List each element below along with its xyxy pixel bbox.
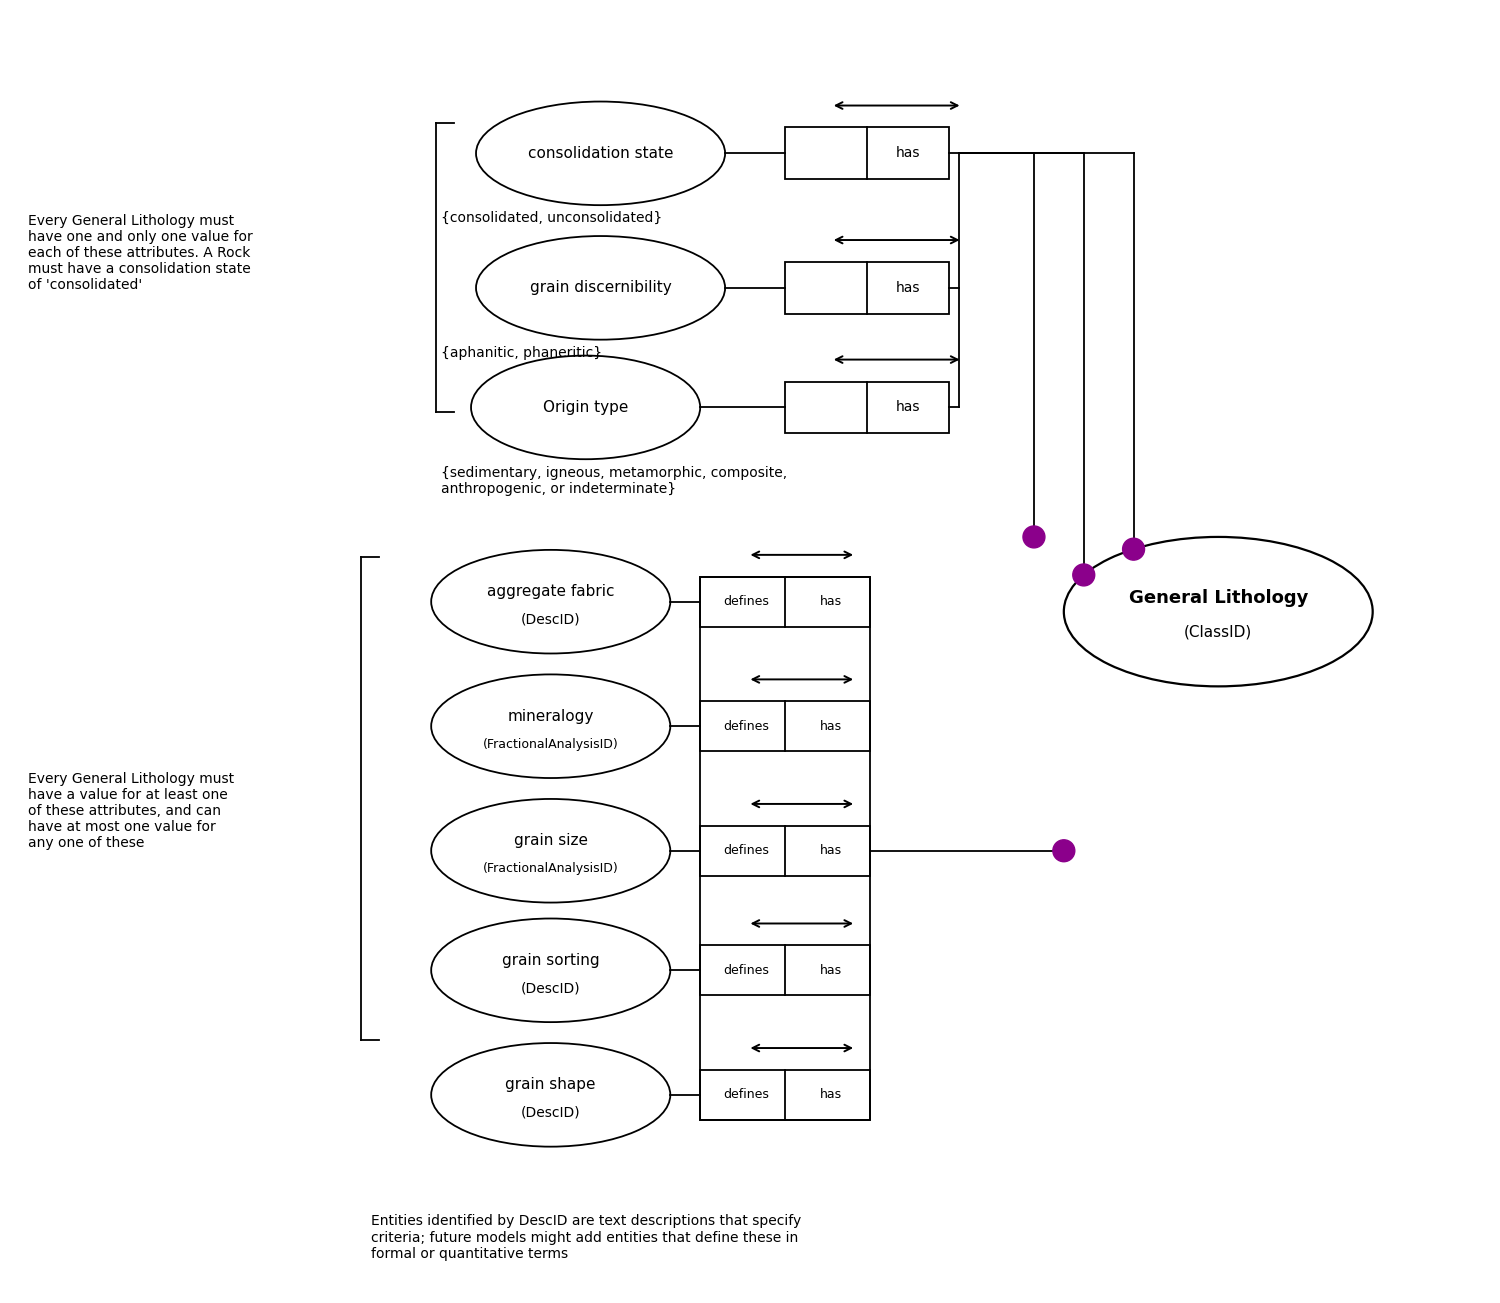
Bar: [700, 1070, 870, 1119]
Text: Entities identified by DescID are text descriptions that specify
criteria; futur: Entities identified by DescID are text d…: [372, 1214, 801, 1261]
Text: Every General Lithology must
have a value for at least one
of these attributes, : Every General Lithology must have a valu…: [27, 771, 234, 851]
Circle shape: [1122, 538, 1144, 560]
Text: General Lithology: General Lithology: [1128, 589, 1308, 607]
Circle shape: [1023, 526, 1046, 547]
Text: has: has: [819, 595, 842, 609]
Text: has: has: [896, 400, 921, 414]
Circle shape: [1072, 564, 1095, 586]
Text: has: has: [896, 281, 921, 294]
Bar: [784, 128, 950, 180]
Text: grain shape: grain shape: [506, 1078, 596, 1092]
Text: grain size: grain size: [513, 834, 588, 848]
Text: defines: defines: [723, 844, 770, 857]
Text: Every General Lithology must
have one and only one value for
each of these attri: Every General Lithology must have one an…: [27, 214, 252, 292]
Text: defines: defines: [723, 719, 770, 732]
Text: grain discernibility: grain discernibility: [530, 280, 672, 296]
Bar: [700, 826, 870, 876]
Text: has: has: [819, 1088, 842, 1101]
Text: has: has: [819, 719, 842, 732]
Bar: [784, 382, 950, 434]
Text: has: has: [896, 146, 921, 160]
Bar: [700, 701, 870, 751]
Bar: [784, 262, 950, 314]
Text: aggregate fabric: aggregate fabric: [488, 584, 615, 599]
Bar: [700, 577, 870, 627]
Text: mineralogy: mineralogy: [507, 709, 594, 723]
Text: {consolidated, unconsolidated}: {consolidated, unconsolidated}: [441, 211, 663, 225]
Circle shape: [1053, 840, 1076, 861]
Text: has: has: [819, 964, 842, 977]
Text: Origin type: Origin type: [543, 400, 628, 414]
Bar: [700, 946, 870, 995]
Text: grain sorting: grain sorting: [503, 952, 600, 968]
Text: (DescID): (DescID): [520, 981, 580, 995]
Text: (DescID): (DescID): [520, 1106, 580, 1119]
Text: defines: defines: [723, 595, 770, 609]
Text: (ClassID): (ClassID): [1184, 624, 1252, 638]
Text: (FractionalAnalysisID): (FractionalAnalysisID): [483, 737, 618, 751]
Text: (FractionalAnalysisID): (FractionalAnalysisID): [483, 863, 618, 876]
Bar: [700, 577, 870, 1119]
Text: (DescID): (DescID): [520, 612, 580, 627]
Text: {sedimentary, igneous, metamorphic, composite,
anthropogenic, or indeterminate}: {sedimentary, igneous, metamorphic, comp…: [441, 466, 788, 496]
Text: consolidation state: consolidation state: [528, 146, 674, 160]
Text: {aphanitic, phaneritic}: {aphanitic, phaneritic}: [441, 345, 603, 360]
Text: has: has: [819, 844, 842, 857]
Text: defines: defines: [723, 964, 770, 977]
Text: defines: defines: [723, 1088, 770, 1101]
